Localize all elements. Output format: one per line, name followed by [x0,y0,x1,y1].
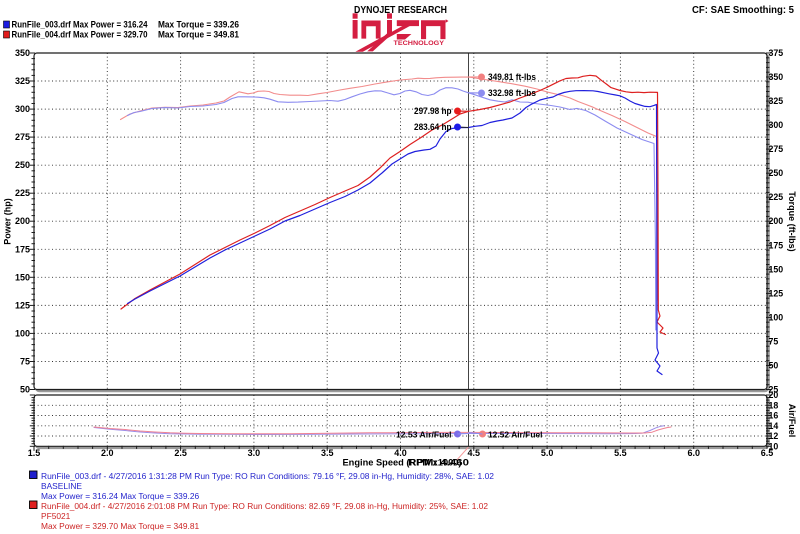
svg-text:275: 275 [15,132,30,142]
svg-text:225: 225 [769,192,784,202]
svg-text:250: 250 [15,160,30,170]
svg-text:325: 325 [769,96,784,106]
svg-text:20: 20 [769,390,779,400]
svg-text:6.5: 6.5 [761,448,774,458]
svg-text:Air/Fuel: Air/Fuel [787,404,797,438]
svg-text:Max Torque = 339.26: Max Torque = 339.26 [158,19,239,29]
svg-text:150: 150 [769,264,784,274]
svg-text:10: 10 [769,441,779,451]
svg-text:350: 350 [769,72,784,82]
svg-text:RunFile_003.drf - 4/27/2016 1:: RunFile_003.drf - 4/27/2016 1:31:28 PM R… [41,471,494,481]
svg-text:RunFile_004.drf - 4/27/2016 2:: RunFile_004.drf - 4/27/2016 2:01:08 PM R… [41,501,488,511]
svg-text:16: 16 [769,411,779,421]
svg-text:200: 200 [15,216,30,226]
svg-text:Max Power = 329.70 Max Torque: Max Power = 329.70 Max Torque = 349.81 [41,521,199,531]
svg-text:349.81 ft-lbs: 349.81 ft-lbs [488,72,536,82]
svg-text:1.5: 1.5 [28,448,41,458]
svg-text:100: 100 [15,328,30,338]
svg-text:300: 300 [769,120,784,130]
svg-text:75: 75 [769,336,779,346]
svg-text:PF5021: PF5021 [41,511,71,521]
svg-text:RunFile_003.drf Max Power = 31: RunFile_003.drf Max Power = 316.24 [12,19,148,29]
svg-text:250: 250 [769,168,784,178]
svg-text:CF: SAE Smoothing: 5: CF: SAE Smoothing: 5 [692,5,794,16]
svg-text:3.5: 3.5 [321,448,334,458]
svg-text:297.98 hp: 297.98 hp [414,106,452,116]
svg-text:6.0: 6.0 [687,448,700,458]
svg-text:175: 175 [769,240,784,250]
svg-text:RunFile_004.drf Max Power = 32: RunFile_004.drf Max Power = 329.70 [12,29,148,39]
svg-text:DYNOJET RESEARCH: DYNOJET RESEARCH [354,5,447,16]
svg-text:2.0: 2.0 [101,448,114,458]
svg-text:RPM: 4.460: RPM: 4.460 [408,458,469,469]
svg-text:275: 275 [769,144,784,154]
svg-text:350: 350 [15,48,30,58]
svg-text:Max Power = 316.24 Max Torque: Max Power = 316.24 Max Torque = 339.26 [41,491,199,501]
svg-text:200: 200 [769,216,784,226]
svg-text:50: 50 [20,385,30,395]
svg-text:283.64 hp: 283.64 hp [414,122,452,132]
svg-text:4.5: 4.5 [468,448,481,458]
svg-text:BASELINE: BASELINE [41,481,82,491]
svg-text:5.0: 5.0 [541,448,554,458]
svg-text:332.98 ft-lbs: 332.98 ft-lbs [488,88,536,98]
svg-text:Power (hp): Power (hp) [3,198,13,245]
svg-text:5.5: 5.5 [614,448,627,458]
svg-text:175: 175 [15,244,30,254]
svg-text:225: 225 [15,188,30,198]
svg-text:12.53 Air/Fuel: 12.53 Air/Fuel [396,430,452,440]
svg-text:50: 50 [769,361,779,371]
svg-text:125: 125 [769,288,784,298]
svg-text:14: 14 [769,421,779,431]
svg-text:12: 12 [769,431,779,441]
svg-text:300: 300 [15,104,30,114]
svg-text:125: 125 [15,300,30,310]
svg-text:375: 375 [769,48,784,58]
svg-text:150: 150 [15,272,30,282]
svg-text:18: 18 [769,400,779,410]
svg-text:Max Torque = 349.81: Max Torque = 349.81 [158,29,239,39]
svg-text:75: 75 [20,357,30,367]
svg-text:3.0: 3.0 [248,448,261,458]
svg-text:325: 325 [15,76,30,86]
svg-text:25: 25 [769,385,779,395]
svg-text:12.52 Air/Fuel: 12.52 Air/Fuel [488,430,543,440]
svg-text:Torque (ft-lbs): Torque (ft-lbs) [787,191,797,251]
svg-text:Engine Speed (RPM x1000): Engine Speed (RPM x1000) [343,458,462,469]
svg-text:2.5: 2.5 [174,448,187,458]
svg-text:TECHNOLOGY: TECHNOLOGY [394,40,445,47]
svg-text:100: 100 [769,312,784,322]
svg-text:4.0: 4.0 [394,448,407,458]
